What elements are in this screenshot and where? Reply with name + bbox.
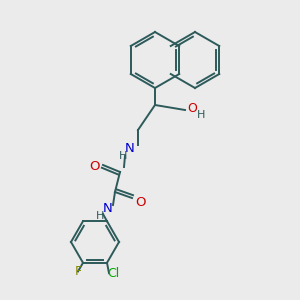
Text: O: O <box>90 160 100 173</box>
Text: H: H <box>119 151 127 161</box>
Text: N: N <box>103 202 113 214</box>
Text: O: O <box>187 101 197 115</box>
Text: Cl: Cl <box>107 267 119 280</box>
Text: H: H <box>197 110 205 120</box>
Text: H: H <box>96 211 104 221</box>
Text: O: O <box>135 196 145 208</box>
Text: F: F <box>74 265 82 278</box>
Text: N: N <box>125 142 135 154</box>
